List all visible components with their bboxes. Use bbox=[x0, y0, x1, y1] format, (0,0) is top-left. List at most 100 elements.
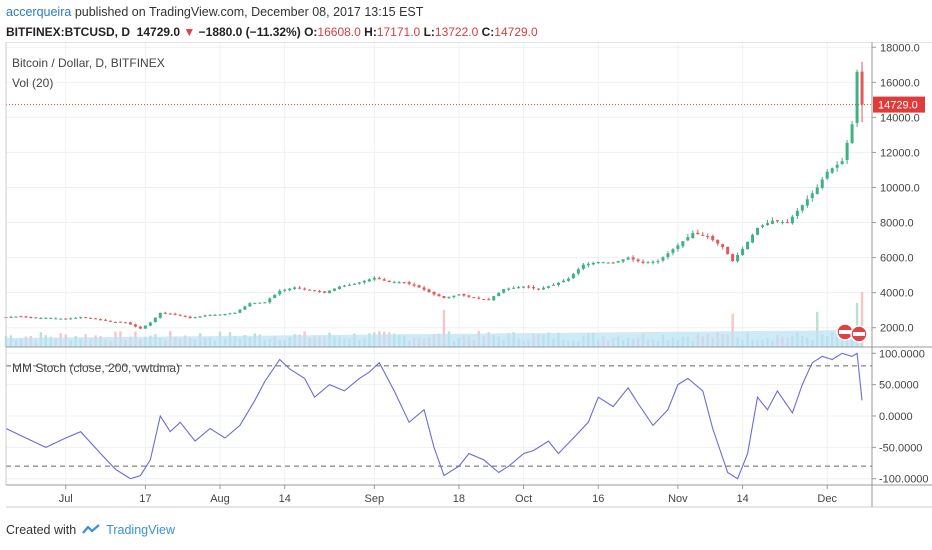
price-axis[interactable]: 2000.0 4000.0 6000.0 8000.0 10000.0 12000.0 14… bbox=[872, 42, 932, 485]
candle-body bbox=[467, 295, 471, 297]
candle-body bbox=[775, 220, 779, 222]
candle-body bbox=[173, 313, 177, 315]
candle-body bbox=[118, 321, 122, 323]
price-axis-bg bbox=[872, 42, 932, 485]
candle-body bbox=[138, 326, 142, 329]
candle-body bbox=[751, 234, 755, 243]
candle-body bbox=[268, 298, 272, 303]
candle-body bbox=[616, 261, 620, 263]
candle-body bbox=[537, 288, 541, 290]
candle-body bbox=[701, 234, 705, 236]
candle-body bbox=[556, 282, 560, 285]
chart-title: Bitcoin / Dollar, D, BITFINEX bbox=[12, 56, 165, 70]
candle-body bbox=[611, 262, 615, 264]
candle-body bbox=[805, 199, 809, 206]
candle-body bbox=[24, 316, 28, 318]
candle-body bbox=[512, 287, 516, 289]
candle-body bbox=[686, 237, 690, 241]
candlesticks bbox=[4, 61, 864, 330]
candle-body bbox=[646, 262, 650, 264]
candle-body bbox=[716, 239, 720, 244]
candle-body bbox=[59, 318, 63, 320]
candle-body bbox=[795, 210, 799, 217]
candle-body bbox=[442, 296, 446, 298]
candle-body bbox=[153, 317, 157, 323]
candle-body bbox=[248, 303, 252, 307]
candle-body bbox=[123, 322, 127, 324]
open-label: O: bbox=[304, 25, 318, 39]
price-tick-label: 14000.0 bbox=[880, 112, 920, 124]
time-tick-label: Jul bbox=[59, 493, 73, 505]
osc-tick-label: 0.0000 bbox=[879, 411, 913, 423]
low-label: L: bbox=[423, 25, 435, 39]
created-with-text: Created with bbox=[6, 523, 77, 537]
candle-body bbox=[332, 288, 336, 291]
oscillator-pane: -100.0000 -50.0000 0.0000 50.0000 100.0000 bbox=[5, 348, 929, 486]
candle-body bbox=[571, 273, 575, 279]
osc-tick-label: -50.0000 bbox=[879, 442, 922, 454]
symbol-info: BITFINEX:BTCUSD, D 14729.0 ▼ −1880.0 (−1… bbox=[6, 25, 538, 39]
candle-body bbox=[726, 246, 730, 255]
footer: Created with TradingView bbox=[6, 523, 175, 537]
candle-body bbox=[39, 318, 43, 320]
candle-body bbox=[104, 319, 108, 321]
candle-body bbox=[472, 297, 476, 299]
price-tick-label: 8000.0 bbox=[880, 218, 914, 230]
candle-body bbox=[522, 286, 526, 288]
candle-body bbox=[482, 298, 486, 300]
candle-body bbox=[542, 287, 546, 290]
time-tick-label: 14 bbox=[279, 493, 291, 505]
candle-body bbox=[54, 318, 58, 320]
close-label: C: bbox=[481, 25, 495, 39]
candle-body bbox=[113, 321, 117, 323]
candle-body bbox=[308, 289, 312, 291]
open-value: 16608.0 bbox=[317, 25, 361, 39]
candle-body bbox=[756, 227, 760, 235]
candle-body bbox=[492, 296, 496, 301]
candle-body bbox=[845, 142, 849, 161]
candle-body bbox=[362, 280, 366, 283]
candle-body bbox=[810, 193, 814, 198]
candle-body bbox=[233, 312, 237, 314]
candle-body bbox=[372, 277, 376, 280]
osc-tick-label: 50.0000 bbox=[879, 380, 919, 392]
candle-body bbox=[452, 295, 456, 298]
volume-bar bbox=[855, 302, 859, 347]
candle-body bbox=[800, 205, 804, 211]
time-tick-label: Oct bbox=[515, 493, 532, 505]
candle-body bbox=[99, 319, 103, 321]
candle-body bbox=[243, 306, 247, 310]
candle-body bbox=[238, 309, 242, 313]
down-arrow-icon: ▼ bbox=[183, 25, 196, 39]
candle-body bbox=[631, 257, 635, 260]
high-value: 17171.0 bbox=[376, 25, 421, 39]
candle-body bbox=[621, 259, 625, 262]
candle-body bbox=[74, 317, 78, 319]
candle-body bbox=[746, 241, 750, 250]
candle-body bbox=[29, 316, 33, 318]
price-chart[interactable]: 2000.0 4000.0 6000.0 8000.0 10000.0 12000.0 14… bbox=[0, 42, 932, 515]
oscillator-legend: MM Stoch (close, 200, vwtdma) bbox=[12, 361, 180, 375]
candle-body bbox=[576, 269, 580, 274]
candle-body bbox=[432, 291, 436, 295]
candle-body bbox=[228, 313, 232, 315]
candle-body bbox=[328, 290, 332, 294]
candle-body bbox=[168, 313, 172, 315]
candle-body bbox=[94, 318, 98, 320]
time-tick-label: Aug bbox=[210, 493, 230, 505]
event-flags-icon[interactable] bbox=[836, 323, 868, 343]
candle-body bbox=[49, 318, 53, 320]
candle-body bbox=[507, 288, 511, 290]
close-value: 14729.0 bbox=[494, 25, 538, 39]
tradingview-brand[interactable]: TradingView bbox=[106, 523, 175, 537]
candle-body bbox=[19, 316, 23, 318]
candle-body bbox=[815, 187, 819, 195]
candle-body bbox=[357, 282, 361, 284]
candle-body bbox=[427, 289, 431, 293]
chart-frame bbox=[5, 42, 932, 508]
candle-body bbox=[462, 293, 466, 296]
author-link[interactable]: accerqueira bbox=[6, 5, 72, 19]
volume-ma-area bbox=[6, 330, 862, 347]
volume-bar bbox=[816, 311, 819, 347]
time-axis[interactable]: Jul 17 Aug 14 Sep 18 Oct 16 Nov 14 Dec bbox=[59, 485, 838, 505]
